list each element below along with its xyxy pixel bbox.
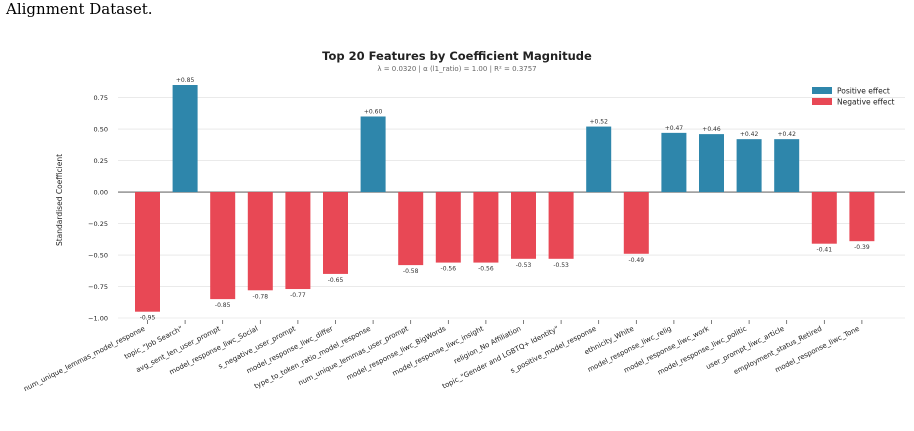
bar	[586, 126, 612, 193]
bar	[172, 85, 198, 193]
bar	[360, 116, 386, 193]
legend-swatch	[812, 98, 832, 105]
bar	[323, 192, 348, 274]
bar	[849, 192, 875, 242]
y-tick-label: −0.25	[88, 220, 108, 228]
bar-data-label: -0.39	[854, 244, 870, 251]
bar	[210, 192, 236, 300]
y-tick-label: 0.00	[94, 188, 108, 196]
bar-data-label: -0.53	[553, 262, 569, 269]
bar	[247, 192, 273, 291]
bar-data-label: +0.85	[176, 77, 195, 84]
bar-layer	[135, 85, 875, 312]
legend-label: Positive effect	[837, 87, 890, 96]
bar	[435, 192, 461, 263]
chart-subtitle: λ = 0.0320 | α (l1_ratio) = 1.00 | R² = …	[377, 65, 536, 73]
y-tick-label: 0.25	[94, 157, 108, 165]
bar-data-label: -0.78	[253, 293, 269, 300]
bar-data-label: -0.65	[328, 277, 344, 284]
bar-data-label: +0.46	[702, 126, 721, 133]
bar-data-label: -0.56	[478, 266, 494, 273]
bar-data-label: -0.58	[403, 268, 419, 275]
legend: Positive effect Negative effect	[812, 87, 895, 107]
bar	[548, 192, 574, 259]
bar	[473, 192, 499, 263]
bar	[623, 192, 649, 254]
bar-data-label: -0.41	[817, 247, 833, 254]
legend-label: Negative effect	[837, 98, 895, 107]
bar-data-label: -0.49	[629, 257, 645, 264]
bar-data-label: -0.56	[441, 266, 457, 273]
legend-swatch	[812, 87, 832, 94]
bar-data-label: -0.85	[215, 302, 231, 309]
bar-data-label: +0.60	[364, 108, 383, 115]
bar	[285, 192, 311, 290]
axis-layer: −1.00 −0.75 −0.50 −0.25 0.00 0.25 0.50 0.75	[88, 94, 108, 322]
bar	[398, 192, 424, 266]
bar	[811, 192, 837, 244]
bar-data-label: +0.52	[590, 119, 609, 126]
bar	[661, 132, 687, 193]
bar-data-label: +0.47	[665, 125, 684, 132]
bar	[736, 139, 762, 193]
chart-title: Top 20 Features by Coefficient Magnitude	[322, 49, 592, 63]
y-tick-label: 0.75	[94, 94, 108, 102]
y-tick-label: −0.75	[88, 283, 108, 291]
bar	[135, 192, 160, 312]
bar-data-label: -0.95	[140, 315, 156, 322]
bar	[774, 139, 800, 193]
bar	[699, 134, 724, 193]
label-layer: -0.95 +0.85 -0.85 -0.78 -0.77 -0.65 +0.60 -0.58…	[140, 77, 870, 322]
y-tick-label: 0.50	[94, 125, 108, 133]
y-tick-label: −0.50	[88, 251, 108, 259]
bar-data-label: -0.77	[290, 292, 306, 299]
bar-data-label: +0.42	[778, 131, 797, 138]
bar-data-label: -0.53	[516, 262, 532, 269]
bar-data-label: +0.42	[740, 131, 759, 138]
bar	[511, 192, 536, 259]
y-axis-label: Standardised Coefficient	[55, 154, 64, 246]
page-caption: Alignment Dataset.	[6, 0, 153, 18]
xtick-layer: num_unique_lemmas_model_responsetopic_"J…	[22, 320, 863, 393]
y-tick-label: −1.00	[88, 314, 108, 322]
